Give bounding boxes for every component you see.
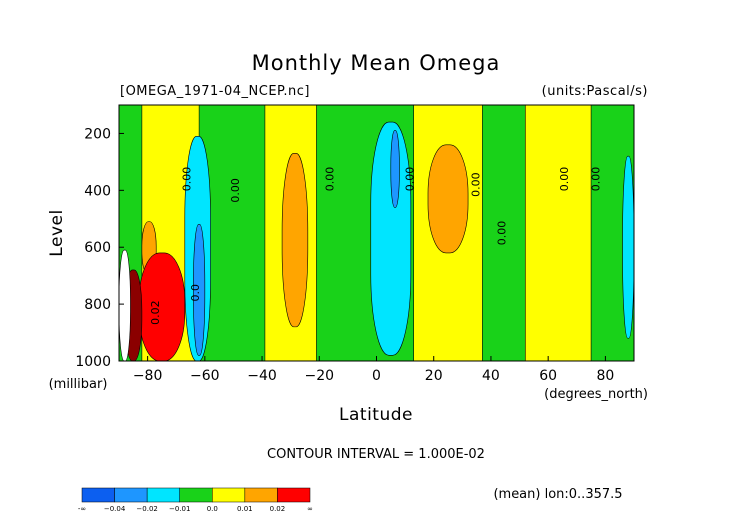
x-axis-label: Latitude <box>339 405 413 425</box>
colorbar-label: 0.01 <box>237 505 253 513</box>
shaded-regions <box>119 105 634 361</box>
file-label: [OMEGA_1971-04_NCEP.nc] <box>120 84 310 99</box>
contour-label: 0.00 <box>558 167 571 192</box>
contour-label: 0.00 <box>470 172 483 197</box>
mean-text: (mean) lon:0..357.5 <box>493 487 622 502</box>
colorbar-swatch <box>179 487 213 503</box>
y-tick-label: 800 <box>84 297 111 313</box>
plot-area: 0.00 0.00 0.00 0.00 0.00 0.00 0.00 0.00 0.02 0.0 <box>118 104 635 362</box>
colorbar-label: -∞ <box>78 505 86 513</box>
x-tick-label: −40 <box>247 368 277 384</box>
contour-label: 0.02 <box>149 300 162 325</box>
x-axis-unit: (degrees_north) <box>544 387 648 402</box>
contour-label: 0.00 <box>590 167 603 192</box>
y-tick-label: 200 <box>84 126 111 142</box>
contour-label: 0.00 <box>181 167 194 192</box>
contour-labels: 0.00 0.00 0.00 0.00 0.00 0.00 0.00 0.00 0.02 0.0 <box>149 167 603 325</box>
contour-label: 0.00 <box>229 178 242 203</box>
colorbar-label: 0.02 <box>270 505 286 513</box>
region-9 <box>370 121 412 356</box>
colorbar-label: −0.01 <box>169 505 190 513</box>
colorbar-swatch <box>277 487 311 503</box>
contour-interval-text: CONTOUR INTERVAL = 1.000E-02 <box>267 447 485 462</box>
colorbar: -∞ −0.04 −0.02 −0.01 0.0 0.01 0.02 ∞ <box>78 487 313 513</box>
x-axis: −80 −60 −40 −20 0 20 40 60 80 <box>133 356 614 384</box>
x-tick-label: −20 <box>305 368 335 384</box>
x-tick-label: 20 <box>425 368 443 384</box>
y-tick-label: 400 <box>84 183 111 199</box>
x-tick-label: −60 <box>190 368 220 384</box>
colorbar-swatch <box>212 487 246 503</box>
region-12 <box>390 130 400 208</box>
contour-label: 0.0 <box>189 284 202 302</box>
chart-title: Monthly Mean Omega <box>252 51 501 75</box>
y-tick-label: 600 <box>84 240 111 256</box>
region-4 <box>524 105 592 361</box>
x-tick-label: 0 <box>372 368 381 384</box>
y-axis: 200 400 600 800 1000 <box>75 126 124 370</box>
y-axis-unit: (millibar) <box>49 377 108 392</box>
colorbar-swatch <box>146 487 180 503</box>
x-tick-label: 40 <box>482 368 500 384</box>
contour-label: 0.00 <box>404 167 417 192</box>
colorbar-swatch <box>81 487 115 503</box>
y-tick-label: 1000 <box>75 354 111 370</box>
contour-label: 0.00 <box>324 167 337 192</box>
region-6 <box>427 144 469 254</box>
y-axis-label: Level <box>47 209 67 256</box>
x-tick-label: 80 <box>596 368 614 384</box>
region-10 <box>622 155 634 339</box>
region-15 <box>119 249 131 361</box>
x-tick-label: −80 <box>133 368 163 384</box>
region-11 <box>193 224 206 356</box>
colorbar-swatch <box>244 487 278 503</box>
region-5 <box>281 153 309 328</box>
colorbar-label: ∞ <box>307 505 313 513</box>
x-tick-label: 60 <box>539 368 557 384</box>
colorbar-label: 0.0 <box>207 505 218 513</box>
colorbar-swatch <box>114 487 148 503</box>
colorbar-label: −0.04 <box>104 505 126 513</box>
units-label: (units:Pascal/s) <box>542 84 648 99</box>
contour-label: 0.00 <box>495 221 508 246</box>
colorbar-label: −0.02 <box>136 505 157 513</box>
